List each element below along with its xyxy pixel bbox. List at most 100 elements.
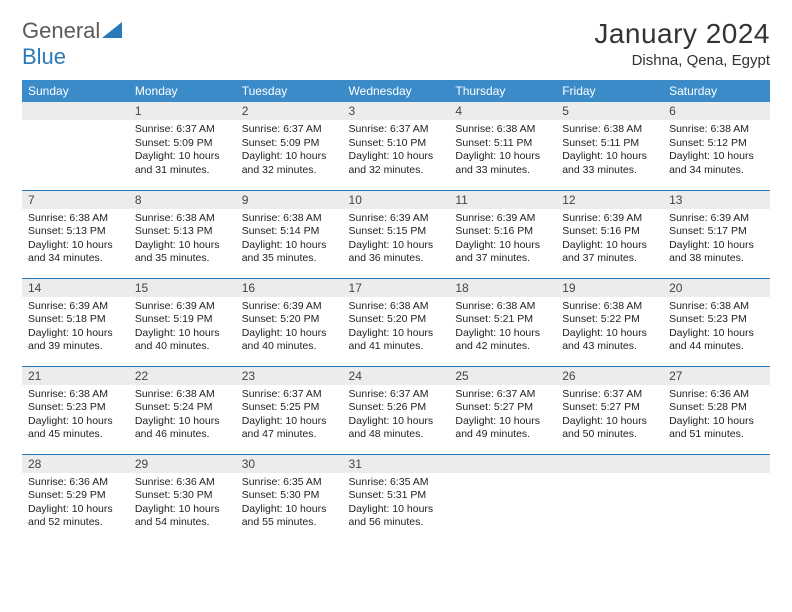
daylight-line: Daylight: 10 hours and 45 minutes. (28, 415, 123, 442)
sunrise-line: Sunrise: 6:38 AM (455, 300, 550, 314)
sunset-line: Sunset: 5:31 PM (349, 489, 444, 503)
day-details: Sunrise: 6:37 AMSunset: 5:10 PMDaylight:… (343, 120, 450, 182)
day-details: Sunrise: 6:38 AMSunset: 5:24 PMDaylight:… (129, 385, 236, 447)
daylight-line: Daylight: 10 hours and 41 minutes. (349, 327, 444, 354)
sunrise-line: Sunrise: 6:38 AM (349, 300, 444, 314)
daylight-line: Daylight: 10 hours and 51 minutes. (669, 415, 764, 442)
day-cell-16: 16Sunrise: 6:39 AMSunset: 5:20 PMDayligh… (236, 278, 343, 366)
day-details: Sunrise: 6:37 AMSunset: 5:25 PMDaylight:… (236, 385, 343, 447)
day-number: 5 (556, 102, 663, 120)
day-cell-19: 19Sunrise: 6:38 AMSunset: 5:22 PMDayligh… (556, 278, 663, 366)
day-number: 30 (236, 455, 343, 473)
logo-triangle-icon (102, 22, 122, 38)
logo-part1: General (22, 18, 100, 43)
day-number: 12 (556, 191, 663, 209)
day-number: 31 (343, 455, 450, 473)
sunrise-line: Sunrise: 6:36 AM (28, 476, 123, 490)
day-cell-28: 28Sunrise: 6:36 AMSunset: 5:29 PMDayligh… (22, 454, 129, 542)
sunset-line: Sunset: 5:24 PM (135, 401, 230, 415)
day-details: Sunrise: 6:38 AMSunset: 5:13 PMDaylight:… (22, 209, 129, 271)
sunset-line: Sunset: 5:13 PM (135, 225, 230, 239)
day-details: Sunrise: 6:39 AMSunset: 5:19 PMDaylight:… (129, 297, 236, 359)
sunset-line: Sunset: 5:28 PM (669, 401, 764, 415)
day-cell-12: 12Sunrise: 6:39 AMSunset: 5:16 PMDayligh… (556, 190, 663, 278)
sunrise-line: Sunrise: 6:39 AM (242, 300, 337, 314)
day-details: Sunrise: 6:36 AMSunset: 5:28 PMDaylight:… (663, 385, 770, 447)
day-number: 8 (129, 191, 236, 209)
day-details: Sunrise: 6:39 AMSunset: 5:18 PMDaylight:… (22, 297, 129, 359)
sunset-line: Sunset: 5:19 PM (135, 313, 230, 327)
day-details: Sunrise: 6:38 AMSunset: 5:12 PMDaylight:… (663, 120, 770, 182)
sunset-line: Sunset: 5:16 PM (562, 225, 657, 239)
daylight-line: Daylight: 10 hours and 42 minutes. (455, 327, 550, 354)
sunrise-line: Sunrise: 6:37 AM (242, 123, 337, 137)
daylight-line: Daylight: 10 hours and 35 minutes. (135, 239, 230, 266)
day-number: 3 (343, 102, 450, 120)
day-number: 22 (129, 367, 236, 385)
day-details: Sunrise: 6:39 AMSunset: 5:17 PMDaylight:… (663, 209, 770, 271)
day-cell-29: 29Sunrise: 6:36 AMSunset: 5:30 PMDayligh… (129, 454, 236, 542)
sunset-line: Sunset: 5:23 PM (28, 401, 123, 415)
day-cell-9: 9Sunrise: 6:38 AMSunset: 5:14 PMDaylight… (236, 190, 343, 278)
day-number: 15 (129, 279, 236, 297)
daylight-line: Daylight: 10 hours and 34 minutes. (669, 150, 764, 177)
sunrise-line: Sunrise: 6:39 AM (135, 300, 230, 314)
day-details: Sunrise: 6:38 AMSunset: 5:21 PMDaylight:… (449, 297, 556, 359)
sunset-line: Sunset: 5:26 PM (349, 401, 444, 415)
sunset-line: Sunset: 5:12 PM (669, 137, 764, 151)
day-cell-20: 20Sunrise: 6:38 AMSunset: 5:23 PMDayligh… (663, 278, 770, 366)
sunset-line: Sunset: 5:30 PM (135, 489, 230, 503)
daylight-line: Daylight: 10 hours and 31 minutes. (135, 150, 230, 177)
sunrise-line: Sunrise: 6:37 AM (242, 388, 337, 402)
day-number: 2 (236, 102, 343, 120)
sunrise-line: Sunrise: 6:38 AM (242, 212, 337, 226)
day-number: 29 (129, 455, 236, 473)
sunrise-line: Sunrise: 6:39 AM (669, 212, 764, 226)
calendar-row: 28Sunrise: 6:36 AMSunset: 5:29 PMDayligh… (22, 454, 770, 542)
empty-cell (22, 102, 129, 190)
sunrise-line: Sunrise: 6:37 AM (455, 388, 550, 402)
daylight-line: Daylight: 10 hours and 56 minutes. (349, 503, 444, 530)
sunset-line: Sunset: 5:29 PM (28, 489, 123, 503)
weekday-wednesday: Wednesday (343, 80, 450, 102)
sunset-line: Sunset: 5:17 PM (669, 225, 764, 239)
day-cell-23: 23Sunrise: 6:37 AMSunset: 5:25 PMDayligh… (236, 366, 343, 454)
day-cell-15: 15Sunrise: 6:39 AMSunset: 5:19 PMDayligh… (129, 278, 236, 366)
logo-text: GeneralBlue (22, 18, 122, 70)
day-details: Sunrise: 6:38 AMSunset: 5:11 PMDaylight:… (449, 120, 556, 182)
logo-part2: Blue (22, 44, 66, 69)
day-number: 1 (129, 102, 236, 120)
logo: GeneralBlue (22, 18, 122, 70)
sunrise-line: Sunrise: 6:39 AM (455, 212, 550, 226)
daylight-line: Daylight: 10 hours and 32 minutes. (242, 150, 337, 177)
day-number: 10 (343, 191, 450, 209)
daylight-line: Daylight: 10 hours and 44 minutes. (669, 327, 764, 354)
day-details: Sunrise: 6:39 AMSunset: 5:16 PMDaylight:… (449, 209, 556, 271)
month-title: January 2024 (594, 18, 770, 50)
weekday-header-row: SundayMondayTuesdayWednesdayThursdayFrid… (22, 80, 770, 102)
sunset-line: Sunset: 5:14 PM (242, 225, 337, 239)
daylight-line: Daylight: 10 hours and 35 minutes. (242, 239, 337, 266)
daylight-line: Daylight: 10 hours and 33 minutes. (562, 150, 657, 177)
daylight-line: Daylight: 10 hours and 37 minutes. (455, 239, 550, 266)
day-cell-26: 26Sunrise: 6:37 AMSunset: 5:27 PMDayligh… (556, 366, 663, 454)
sunrise-line: Sunrise: 6:39 AM (28, 300, 123, 314)
sunset-line: Sunset: 5:11 PM (455, 137, 550, 151)
daylight-line: Daylight: 10 hours and 33 minutes. (455, 150, 550, 177)
calendar-row: 14Sunrise: 6:39 AMSunset: 5:18 PMDayligh… (22, 278, 770, 366)
sunrise-line: Sunrise: 6:38 AM (455, 123, 550, 137)
title-block: January 2024 Dishna, Qena, Egypt (594, 18, 770, 69)
sunset-line: Sunset: 5:11 PM (562, 137, 657, 151)
sunset-line: Sunset: 5:09 PM (135, 137, 230, 151)
sunset-line: Sunset: 5:20 PM (242, 313, 337, 327)
sunset-line: Sunset: 5:18 PM (28, 313, 123, 327)
daylight-line: Daylight: 10 hours and 54 minutes. (135, 503, 230, 530)
sunrise-line: Sunrise: 6:39 AM (349, 212, 444, 226)
day-number: 11 (449, 191, 556, 209)
sunset-line: Sunset: 5:16 PM (455, 225, 550, 239)
sunset-line: Sunset: 5:21 PM (455, 313, 550, 327)
day-details: Sunrise: 6:38 AMSunset: 5:11 PMDaylight:… (556, 120, 663, 182)
sunrise-line: Sunrise: 6:38 AM (28, 388, 123, 402)
day-details: Sunrise: 6:39 AMSunset: 5:16 PMDaylight:… (556, 209, 663, 271)
day-details: Sunrise: 6:37 AMSunset: 5:26 PMDaylight:… (343, 385, 450, 447)
